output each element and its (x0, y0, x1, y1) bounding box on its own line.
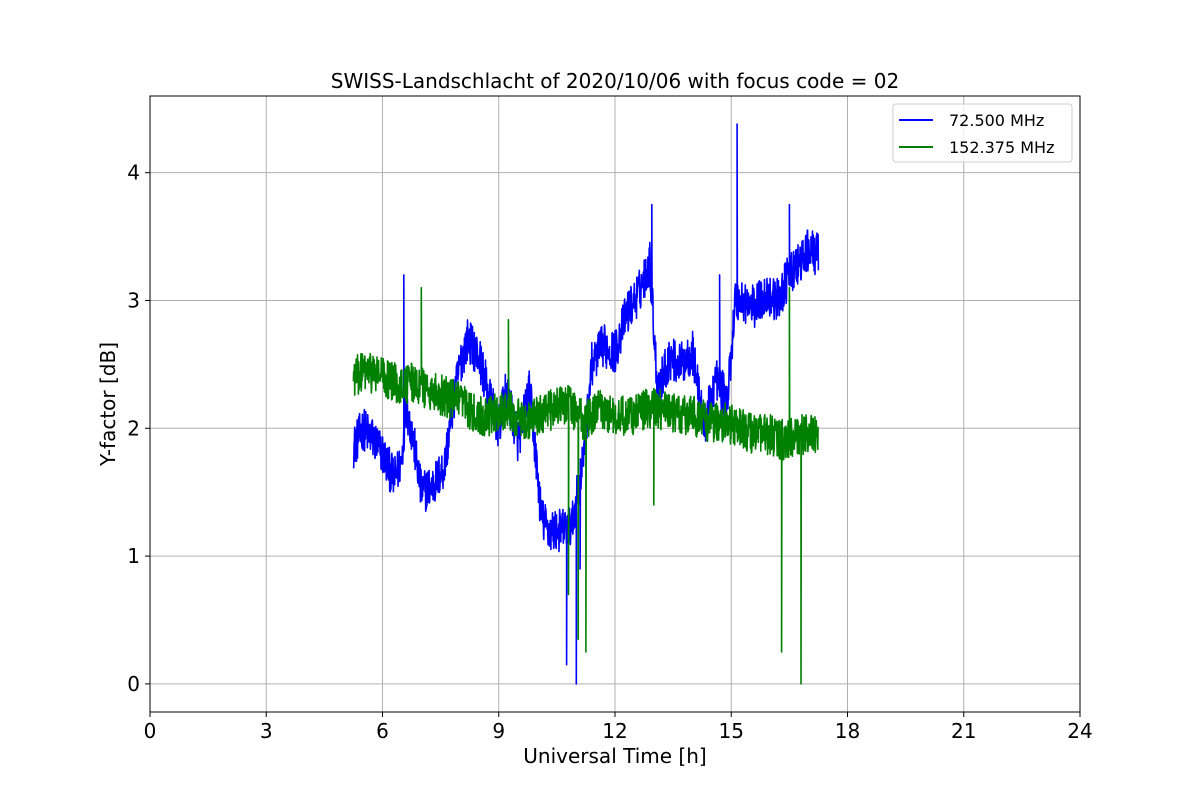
y-tick-label: 1 (127, 544, 140, 568)
x-tick-label: 15 (719, 719, 744, 743)
plot-area (352, 123, 820, 685)
chart-title: SWISS-Landschlacht of 2020/10/06 with fo… (331, 69, 899, 93)
x-tick-label: 0 (144, 719, 157, 743)
x-tick-label: 21 (951, 719, 976, 743)
series-line-1 (352, 286, 819, 685)
y-axis-label: Y-factor [dB] (96, 342, 120, 467)
x-axis-ticks: 0 3 6 9 12 15 18 21 24 (144, 712, 1093, 743)
y-tick-label: 4 (127, 161, 140, 185)
x-tick-label: 6 (376, 719, 389, 743)
y-tick-label: 2 (127, 416, 140, 440)
legend-label: 72.500 MHz (949, 111, 1044, 130)
legend: 72.500 MHz 152.375 MHz (892, 103, 1073, 163)
x-tick-label: 24 (1067, 719, 1092, 743)
legend-box (892, 103, 1073, 163)
legend-label: 152.375 MHz (949, 138, 1054, 157)
y-axis-ticks: 0 1 2 3 4 (127, 161, 150, 696)
x-tick-label: 18 (835, 719, 860, 743)
y-tick-label: 3 (127, 288, 140, 312)
y-tick-label: 0 (127, 672, 140, 696)
x-tick-label: 12 (602, 719, 627, 743)
x-tick-label: 9 (492, 719, 505, 743)
x-axis-label: Universal Time [h] (523, 744, 706, 768)
x-tick-label: 3 (260, 719, 273, 743)
